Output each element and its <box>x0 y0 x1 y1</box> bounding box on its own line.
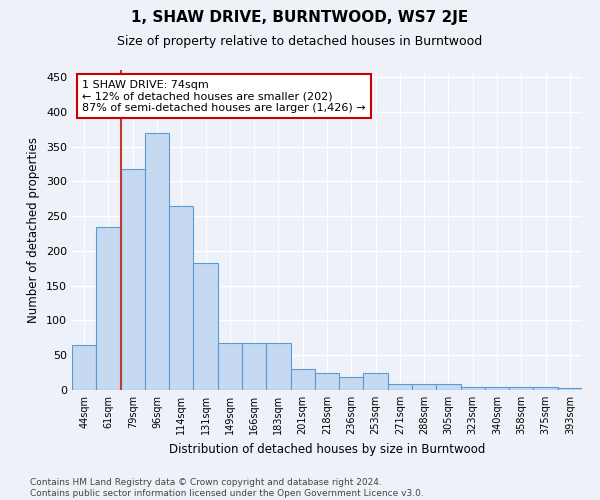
Text: Contains HM Land Registry data © Crown copyright and database right 2024.
Contai: Contains HM Land Registry data © Crown c… <box>30 478 424 498</box>
Bar <box>485 386 509 390</box>
Bar <box>290 369 315 390</box>
Bar <box>364 372 388 390</box>
Bar <box>72 345 96 390</box>
Bar <box>339 378 364 390</box>
Bar <box>315 372 339 390</box>
Bar <box>461 386 485 390</box>
Y-axis label: Number of detached properties: Number of detached properties <box>28 137 40 323</box>
X-axis label: Distribution of detached houses by size in Burntwood: Distribution of detached houses by size … <box>169 442 485 456</box>
Bar <box>193 262 218 390</box>
Bar <box>218 342 242 390</box>
Bar <box>533 386 558 390</box>
Bar <box>242 342 266 390</box>
Text: 1 SHAW DRIVE: 74sqm
← 12% of detached houses are smaller (202)
87% of semi-detac: 1 SHAW DRIVE: 74sqm ← 12% of detached ho… <box>82 80 366 113</box>
Bar <box>412 384 436 390</box>
Bar <box>558 388 582 390</box>
Bar <box>145 132 169 390</box>
Bar <box>436 384 461 390</box>
Bar <box>266 342 290 390</box>
Bar <box>121 169 145 390</box>
Text: 1, SHAW DRIVE, BURNTWOOD, WS7 2JE: 1, SHAW DRIVE, BURNTWOOD, WS7 2JE <box>131 10 469 25</box>
Bar <box>388 384 412 390</box>
Bar <box>509 386 533 390</box>
Bar <box>169 206 193 390</box>
Text: Size of property relative to detached houses in Burntwood: Size of property relative to detached ho… <box>118 35 482 48</box>
Bar <box>96 226 121 390</box>
